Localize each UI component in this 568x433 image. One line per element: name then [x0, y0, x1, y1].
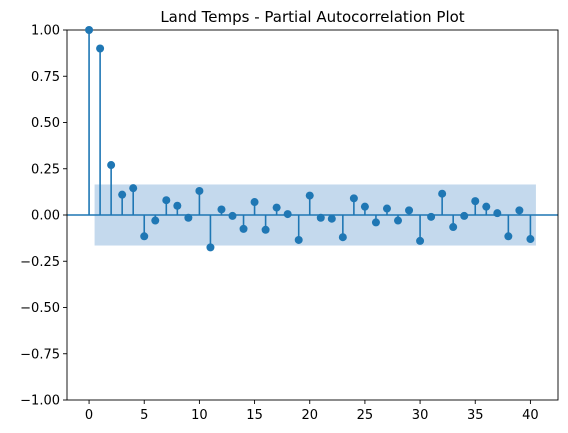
- x-tick-label: 15: [246, 408, 263, 423]
- stem-marker: [294, 235, 303, 244]
- y-tick-label: −0.50: [20, 301, 60, 316]
- axes-layer: 0 5 10 15 20 25 30 35 40 −1.00 −0.75 −0.50 −0.25 0.00…: [20, 24, 559, 423]
- y-tick-label: −0.25: [20, 255, 60, 270]
- x-tick-label: 25: [357, 408, 374, 423]
- stem-marker: [162, 196, 171, 205]
- y-tick-label: −0.75: [20, 347, 60, 362]
- y-tick-label: 0.00: [31, 209, 60, 224]
- x-tick-label: 20: [301, 408, 318, 423]
- stem-marker: [493, 209, 502, 218]
- stem-marker: [184, 213, 193, 222]
- x-tick-label: 35: [467, 408, 484, 423]
- x-tick-label: 10: [191, 408, 208, 423]
- marker-layer: [85, 26, 535, 252]
- stem-marker: [239, 224, 248, 233]
- stem-marker: [140, 232, 149, 241]
- y-tick-label: 0.75: [31, 70, 60, 85]
- stem-marker: [129, 184, 138, 193]
- stem-marker: [349, 194, 358, 203]
- stem-marker: [283, 210, 292, 219]
- stem-marker: [338, 233, 347, 242]
- x-tick-label: 0: [85, 408, 93, 423]
- stem-marker: [449, 223, 458, 232]
- stem-marker: [195, 186, 204, 195]
- stem-marker: [504, 232, 513, 241]
- y-tick-label: 0.50: [31, 116, 60, 131]
- stem-marker: [85, 26, 94, 34]
- stem-marker: [250, 198, 259, 207]
- stem-marker: [327, 214, 336, 223]
- stem-marker: [360, 202, 369, 211]
- stem-marker: [416, 236, 425, 245]
- stem-marker: [217, 205, 226, 214]
- stem-marker: [206, 243, 215, 252]
- stem-marker: [261, 225, 270, 234]
- stem-marker: [316, 213, 325, 222]
- stem-marker: [482, 202, 491, 211]
- stem-marker: [96, 44, 105, 53]
- stem-marker: [107, 161, 116, 170]
- chart-title: Land Temps - Partial Autocorrelation Plo…: [160, 8, 464, 26]
- stem-marker: [118, 190, 127, 199]
- x-tick-label: 40: [522, 408, 539, 423]
- stem-marker: [394, 216, 403, 225]
- x-tick-label: 30: [412, 408, 429, 423]
- stem-marker: [151, 216, 160, 225]
- stem-marker: [371, 218, 380, 227]
- stem-marker: [438, 189, 447, 198]
- x-tick-label: 5: [140, 408, 148, 423]
- stem-marker: [460, 211, 469, 220]
- y-tick-label: 1.00: [31, 24, 60, 39]
- stem-marker: [272, 203, 281, 212]
- stem-marker: [228, 211, 237, 220]
- stem-marker: [515, 206, 524, 215]
- stem-marker: [526, 235, 535, 244]
- y-tick-label: 0.25: [31, 162, 60, 177]
- stem-marker: [382, 204, 391, 213]
- stem-marker: [305, 191, 314, 200]
- stem-marker: [173, 201, 182, 210]
- stem-marker: [427, 212, 436, 221]
- stem-marker: [471, 197, 480, 206]
- y-tick-label: −1.00: [20, 394, 60, 409]
- stem-marker: [405, 206, 414, 215]
